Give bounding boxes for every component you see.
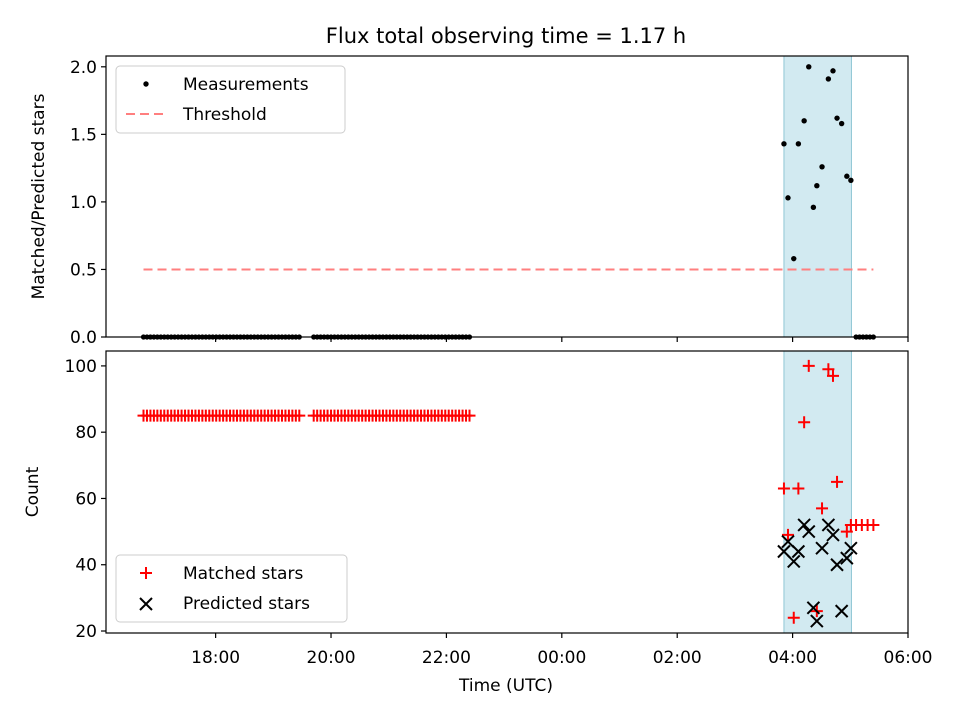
- matched-star-marker: [787, 611, 800, 624]
- measurement-point: [810, 204, 817, 211]
- measurement-point: [834, 115, 840, 121]
- legend-predicted-marker: [139, 597, 153, 611]
- predicted-star-marker: [791, 544, 806, 559]
- ratio-ytick-label: 1.5: [70, 125, 97, 145]
- matched-star-marker: [840, 525, 853, 538]
- x-axis-label: Time (UTC): [458, 676, 553, 696]
- matched-star-marker: [792, 482, 805, 495]
- xtick-label: 18:00: [191, 648, 240, 668]
- legend-measurements-marker: [143, 81, 149, 87]
- measurement-point: [844, 173, 850, 179]
- count-panel-ticks: 20 40 60 80 100 18:00 20:00 22:00 00:00 02:00 04:0…: [65, 357, 933, 668]
- predicted-star-marker: [810, 614, 824, 628]
- count-ytick-label: 100: [65, 357, 97, 377]
- measurement-point: [785, 195, 791, 201]
- count-legend: Matched stars Predicted stars: [115, 554, 348, 623]
- measurement-point: [781, 141, 787, 147]
- ratio-panel: 0.00.51.01.52.0 Matched/Predicted stars …: [29, 55, 909, 348]
- legend-threshold-label: Threshold: [182, 105, 267, 125]
- predicted-star-marker: [797, 518, 811, 532]
- xtick-label: 06:00: [884, 648, 933, 668]
- matched-star-marker: [867, 518, 880, 531]
- matched-star-marker: [816, 502, 829, 515]
- matched-star-marker: [826, 369, 839, 382]
- measurement-point: [825, 76, 832, 82]
- count-legend-box: [115, 554, 348, 623]
- ratio-y-axis-label: Matched/Predicted stars: [29, 93, 49, 299]
- count-points: [137, 359, 880, 628]
- matched-star-marker: [831, 475, 844, 488]
- ratio-panel-frame: [105, 55, 909, 338]
- observing-span-top: [783, 55, 852, 338]
- ratio-ytick-label: 0.0: [70, 328, 97, 348]
- chart-title: Flux total observing time = 1.17 h: [326, 24, 686, 48]
- measurement-point: [838, 120, 845, 127]
- count-ytick-label: 60: [75, 489, 97, 509]
- legend-predicted-label: Predicted stars: [183, 594, 310, 614]
- legend-measurements-label: Measurements: [183, 75, 309, 95]
- predicted-star-marker: [815, 541, 829, 555]
- matched-star-marker: [777, 482, 790, 495]
- ratio-ytick-label: 0.5: [70, 260, 97, 280]
- xtick-label: 20:00: [307, 648, 356, 668]
- matched-star-marker: [822, 363, 835, 376]
- predicted-star-marker: [840, 551, 854, 565]
- count-ytick-label: 80: [75, 423, 97, 443]
- legend-matched-marker: [140, 567, 152, 579]
- predicted-star-marker: [826, 528, 840, 542]
- predicted-star-marker: [834, 604, 849, 618]
- count-panel: 20 40 60 80 100 18:00 20:00 22:00 00:00 02:00 04:0…: [23, 350, 933, 696]
- xtick-label: 02:00: [653, 648, 702, 668]
- count-ytick-label: 40: [75, 556, 97, 576]
- matched-star-marker: [781, 528, 794, 541]
- matched-star-marker: [798, 416, 811, 429]
- predicted-star-marker: [787, 554, 801, 569]
- xtick-label: 00:00: [537, 648, 586, 668]
- observing-span-bottom: [783, 350, 852, 634]
- measurement-point: [848, 177, 854, 183]
- ratio-ytick-label: 1.0: [70, 193, 97, 213]
- count-ytick-label: 20: [75, 622, 97, 642]
- measurement-point: [806, 64, 812, 70]
- predicted-star-marker: [821, 518, 836, 532]
- count-y-axis-label: Count: [23, 466, 43, 517]
- measurement-point: [819, 164, 825, 170]
- measurement-point: [801, 118, 807, 124]
- predicted-star-marker: [830, 558, 844, 572]
- measurement-point: [795, 141, 802, 147]
- predicted-star-marker: [781, 534, 795, 549]
- predicted-star-marker: [802, 524, 816, 539]
- xtick-label: 22:00: [422, 648, 471, 668]
- predicted-star-marker: [844, 541, 858, 555]
- predicted-star-marker: [806, 601, 821, 615]
- matched-star-marker: [293, 409, 306, 422]
- count-panel-frame: [105, 350, 909, 634]
- ratio-legend: Measurements Threshold: [115, 65, 346, 134]
- legend-matched-label: Matched stars: [183, 564, 303, 584]
- matched-star-marker: [802, 359, 815, 372]
- ratio-legend-box: [115, 65, 346, 134]
- measurement-point: [791, 255, 797, 262]
- measurement-point: [830, 68, 836, 74]
- ratio-ytick-label: 2.0: [70, 58, 97, 78]
- xtick-label: 04:00: [768, 648, 817, 668]
- matched-star-marker: [463, 409, 476, 422]
- measurement-point: [814, 182, 820, 189]
